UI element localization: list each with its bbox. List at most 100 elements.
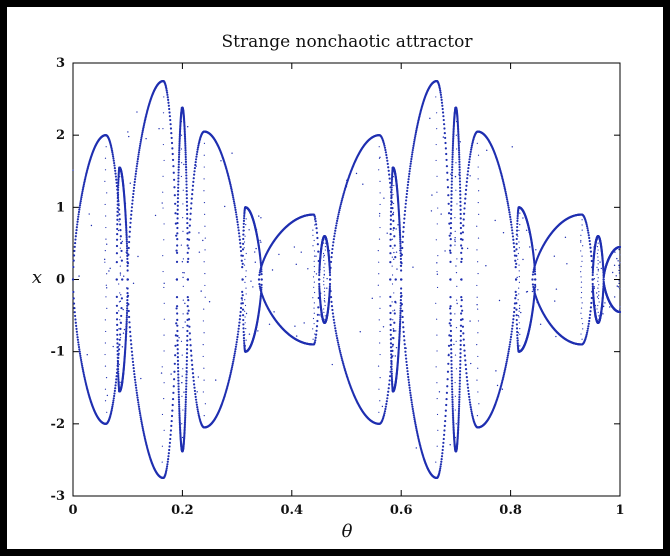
data-point	[515, 233, 518, 236]
data-point	[312, 229, 314, 231]
data-point	[119, 319, 121, 321]
data-point	[110, 147, 113, 150]
data-point	[399, 318, 402, 321]
data-point	[184, 140, 187, 143]
data-point	[252, 286, 254, 288]
data-point	[511, 232, 514, 235]
data-point	[450, 382, 454, 385]
data-point	[590, 259, 593, 263]
data-point	[125, 226, 128, 229]
data-point	[398, 229, 401, 232]
data-point	[515, 262, 518, 265]
data-point	[337, 343, 340, 346]
y-tick-label: 2	[56, 128, 65, 143]
data-point	[193, 173, 196, 176]
data-point	[454, 381, 456, 384]
data-point	[467, 392, 470, 396]
data-point	[476, 415, 479, 417]
data-point	[439, 91, 442, 94]
data-point	[72, 265, 75, 269]
data-point	[466, 170, 470, 173]
data-point	[455, 368, 458, 370]
data-point	[127, 303, 130, 306]
data-point	[346, 179, 348, 182]
data-point	[120, 314, 123, 318]
data-point	[390, 191, 393, 194]
data-point	[458, 396, 461, 399]
data-point	[450, 174, 454, 177]
data-point	[457, 137, 460, 140]
data-point	[518, 316, 520, 318]
data-point	[459, 352, 462, 355]
data-point	[132, 367, 135, 370]
data-point	[177, 190, 180, 193]
data-point	[331, 247, 334, 251]
data-point	[448, 234, 451, 237]
data-point	[185, 180, 188, 183]
data-point	[203, 426, 205, 429]
data-point	[536, 301, 538, 304]
data-point	[204, 403, 206, 405]
data-point	[411, 405, 414, 408]
data-point	[176, 359, 180, 362]
data-point	[390, 376, 393, 380]
data-point	[390, 178, 394, 181]
data-point	[385, 402, 388, 406]
data-point	[383, 197, 385, 199]
data-point	[258, 215, 260, 217]
data-point	[415, 129, 418, 132]
data-point	[339, 205, 342, 208]
data-point	[231, 364, 234, 367]
data-point	[447, 344, 451, 347]
data-point	[183, 423, 186, 426]
data-point	[460, 312, 463, 315]
data-point	[163, 397, 165, 400]
data-point	[415, 447, 417, 449]
data-point	[114, 172, 117, 175]
data-point	[450, 200, 453, 203]
data-point	[228, 374, 232, 378]
data-point	[324, 245, 327, 248]
data-point	[498, 299, 501, 302]
data-point	[441, 445, 445, 448]
data-point	[459, 363, 462, 366]
data-point	[384, 151, 387, 154]
data-point	[586, 227, 589, 230]
data-point	[413, 136, 417, 140]
data-point	[112, 397, 115, 400]
data-point	[581, 260, 583, 262]
data-point	[125, 311, 129, 315]
data-point	[505, 362, 508, 365]
data-point	[82, 186, 85, 189]
data-point	[449, 217, 453, 220]
data-point	[182, 217, 184, 219]
data-point	[178, 144, 181, 147]
data-point	[127, 253, 130, 256]
data-point	[507, 352, 510, 355]
data-point	[241, 248, 245, 251]
data-point	[591, 282, 594, 286]
data-point	[449, 251, 452, 254]
data-point	[177, 370, 180, 373]
data-point	[172, 391, 175, 394]
data-point	[591, 271, 594, 274]
data-point	[455, 340, 457, 342]
data-point	[140, 419, 143, 423]
data-point	[243, 241, 246, 243]
data-point	[389, 252, 392, 255]
data-point	[450, 208, 453, 211]
data-point	[186, 212, 189, 216]
data-point	[478, 213, 480, 216]
data-point	[466, 177, 469, 180]
data-point	[120, 306, 123, 310]
data-point	[590, 301, 593, 305]
data-point	[412, 412, 415, 415]
data-point	[130, 350, 134, 353]
data-point	[581, 338, 583, 340]
data-point	[410, 398, 413, 402]
data-point	[378, 273, 380, 275]
data-point	[580, 286, 582, 288]
data-point	[118, 301, 120, 303]
data-point	[379, 296, 381, 298]
data-point	[477, 237, 480, 239]
